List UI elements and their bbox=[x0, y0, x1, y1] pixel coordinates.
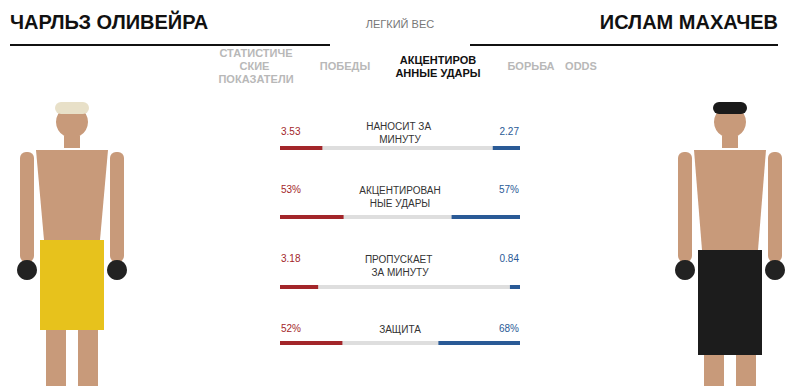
svg-text:СКИЕ: СКИЕ bbox=[240, 60, 273, 72]
svg-text:БОРЬБА: БОРЬБА bbox=[507, 60, 554, 72]
svg-text:ПРОПУСКАЕТ: ПРОПУСКАЕТ bbox=[365, 254, 435, 265]
svg-text:СТАТИСТИЧЕ: СТАТИСТИЧЕ bbox=[219, 47, 292, 59]
svg-text:АННЫЕ УДАРЫ: АННЫЕ УДАРЫ bbox=[395, 67, 480, 79]
svg-text:ЗА МИНУТУ: ЗА МИНУТУ bbox=[371, 267, 429, 278]
svg-text:68%: 68% bbox=[499, 323, 519, 334]
svg-text:АКЦЕНТИРОВАН: АКЦЕНТИРОВАН bbox=[359, 185, 441, 196]
svg-text:3.18: 3.18 bbox=[281, 253, 301, 264]
svg-text:53%: 53% bbox=[281, 184, 301, 195]
svg-text:0.84: 0.84 bbox=[500, 253, 520, 264]
svg-text:ODDS: ODDS bbox=[565, 60, 597, 72]
svg-text:57%: 57% bbox=[499, 184, 519, 195]
svg-text:ЛЕГКИЙ ВЕС: ЛЕГКИЙ ВЕС bbox=[366, 18, 434, 30]
svg-text:ЧАРЛЬЗ ОЛИВЕЙРА: ЧАРЛЬЗ ОЛИВЕЙРА bbox=[10, 10, 208, 33]
svg-text:НЫЕ УДАРЫ: НЫЕ УДАРЫ bbox=[370, 198, 431, 209]
svg-text:АКЦЕНТИРОВ: АКЦЕНТИРОВ bbox=[400, 54, 476, 66]
svg-text:МИНУТУ: МИНУТУ bbox=[379, 134, 421, 145]
svg-text:52%: 52% bbox=[281, 323, 301, 334]
svg-text:2.27: 2.27 bbox=[500, 126, 520, 137]
svg-text:ИСЛАМ МАХАЧЕВ: ИСЛАМ МАХАЧЕВ bbox=[600, 11, 778, 33]
svg-text:ПОКАЗАТЕЛИ: ПОКАЗАТЕЛИ bbox=[218, 73, 293, 85]
svg-text:НАНОСИТ ЗА: НАНОСИТ ЗА bbox=[366, 121, 434, 132]
svg-text:ЗАЩИТА: ЗАЩИТА bbox=[379, 324, 421, 335]
svg-text:3.53: 3.53 bbox=[281, 126, 301, 137]
svg-text:ПОБЕДЫ: ПОБЕДЫ bbox=[320, 60, 371, 72]
